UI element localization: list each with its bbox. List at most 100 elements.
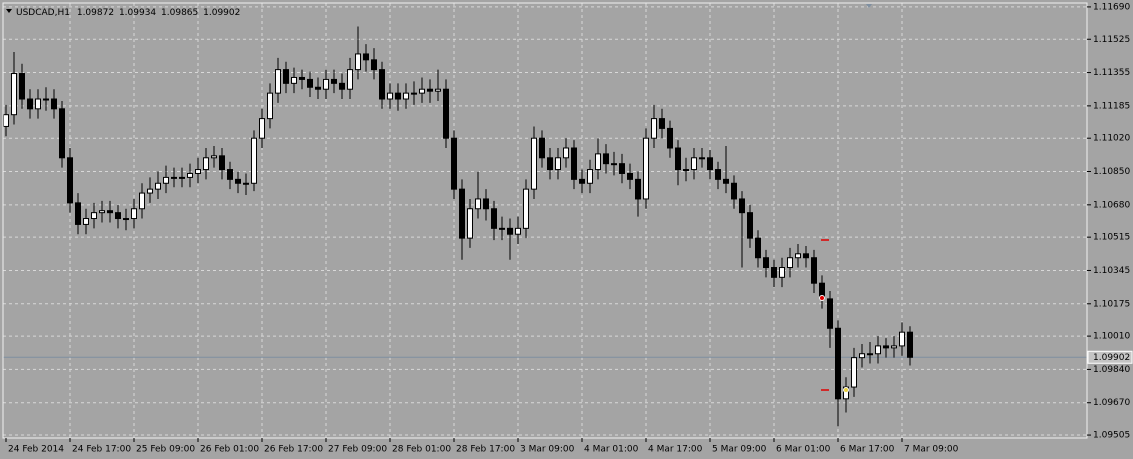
candle-body xyxy=(835,327,841,400)
trade-markers xyxy=(819,239,849,393)
candle-body xyxy=(163,176,169,184)
candle-body xyxy=(715,169,721,180)
candle-body xyxy=(459,188,465,239)
menu-arrow[interactable] xyxy=(6,9,12,13)
y-tick-label: 1.09670 xyxy=(1093,398,1130,408)
candle-body xyxy=(323,78,329,90)
candle-body xyxy=(731,182,737,200)
candle-body xyxy=(3,114,9,127)
candle-body xyxy=(131,208,137,220)
y-tick-label: 1.11525 xyxy=(1093,35,1130,45)
candle-body xyxy=(699,157,705,160)
candle-body xyxy=(755,237,761,259)
candle-body xyxy=(563,147,569,159)
exit-marker xyxy=(843,387,849,393)
x-tick-label: 3 Mar 09:00 xyxy=(520,445,575,455)
x-tick-label: 24 Feb 17:00 xyxy=(72,445,131,455)
candle-body xyxy=(451,137,457,190)
candle-body xyxy=(747,212,753,239)
header-open: 1.09872 xyxy=(77,8,114,18)
candles xyxy=(3,26,913,427)
candle-body xyxy=(707,157,713,171)
candle-body xyxy=(307,78,313,88)
candle-body xyxy=(467,208,473,239)
candle-body xyxy=(795,253,801,259)
x-tick-label: 28 Feb 17:00 xyxy=(456,445,515,455)
y-tick-label: 1.11355 xyxy=(1093,68,1130,78)
candle-body xyxy=(547,157,553,171)
candle-body xyxy=(35,98,41,110)
candle-body xyxy=(587,169,593,184)
candle-body xyxy=(195,169,201,174)
x-tick-label: 5 Mar 09:00 xyxy=(712,445,767,455)
candle-body xyxy=(619,163,625,174)
x-tick-label: 4 Mar 17:00 xyxy=(648,445,703,455)
candle-body xyxy=(787,257,793,269)
candle-body xyxy=(507,227,513,235)
x-tick-label: 28 Feb 01:00 xyxy=(392,445,451,455)
candle-body xyxy=(251,137,257,184)
candle-body xyxy=(387,92,393,100)
x-tick-label: 27 Feb 09:00 xyxy=(328,445,387,455)
candle-body xyxy=(907,331,913,358)
candle-body xyxy=(523,188,529,229)
candle-body xyxy=(147,188,153,194)
x-tick-label: 6 Mar 17:00 xyxy=(840,445,895,455)
candle-body xyxy=(395,92,401,100)
header-high: 1.09934 xyxy=(119,8,156,18)
entry-marker xyxy=(819,295,825,301)
candle-body xyxy=(43,98,49,101)
candle-body xyxy=(691,157,697,171)
candle-body xyxy=(107,210,113,214)
candle-body xyxy=(299,76,305,80)
x-tick-label: 25 Feb 09:00 xyxy=(136,445,195,455)
candle-body xyxy=(675,147,681,171)
candle-body xyxy=(891,345,897,349)
candle-body xyxy=(651,118,657,139)
candle-body xyxy=(595,153,601,171)
candle-body xyxy=(483,198,489,210)
candle-body xyxy=(115,212,121,220)
candle-body xyxy=(371,59,377,71)
candle-body xyxy=(187,172,193,178)
candle-body xyxy=(171,176,177,179)
y-tick-label: 1.11690 xyxy=(1093,2,1130,12)
candle-body xyxy=(11,73,17,116)
candle-body xyxy=(779,267,785,278)
candle-body xyxy=(811,257,817,284)
candle-body xyxy=(403,92,409,100)
candle-body xyxy=(123,218,129,221)
candle-body xyxy=(627,172,633,180)
candle-body xyxy=(227,169,233,180)
candle-body xyxy=(539,137,545,159)
candle-body xyxy=(155,182,161,190)
chart-header: USDCAD,H1 1.09872 1.09934 1.09865 1.0990… xyxy=(16,8,240,18)
candle-body xyxy=(27,98,33,110)
candle-body xyxy=(259,118,265,139)
candle-body xyxy=(875,345,881,355)
header-close: 1.09902 xyxy=(203,8,240,18)
candle-body xyxy=(139,192,145,210)
candle-body xyxy=(515,227,521,235)
candle-body xyxy=(555,157,561,171)
x-tick-label: 7 Mar 09:00 xyxy=(904,445,959,455)
candle-body xyxy=(283,69,289,84)
candle-body xyxy=(315,86,321,90)
y-tick-label: 1.11185 xyxy=(1093,101,1130,111)
y-tick-label: 1.10010 xyxy=(1093,332,1130,342)
candle-body xyxy=(219,155,225,171)
candle-body xyxy=(275,69,281,94)
candle-body xyxy=(235,178,241,184)
candle-body xyxy=(411,92,417,95)
current-price-box xyxy=(1087,350,1133,364)
y-tick-label: 1.11020 xyxy=(1093,134,1130,144)
candle-body xyxy=(339,82,345,90)
candle-body xyxy=(59,108,65,159)
candle-body xyxy=(603,153,609,165)
candle-body xyxy=(867,353,873,356)
x-tick-label: 26 Feb 17:00 xyxy=(264,445,323,455)
candle-body xyxy=(723,178,729,184)
candle-body xyxy=(899,331,905,347)
